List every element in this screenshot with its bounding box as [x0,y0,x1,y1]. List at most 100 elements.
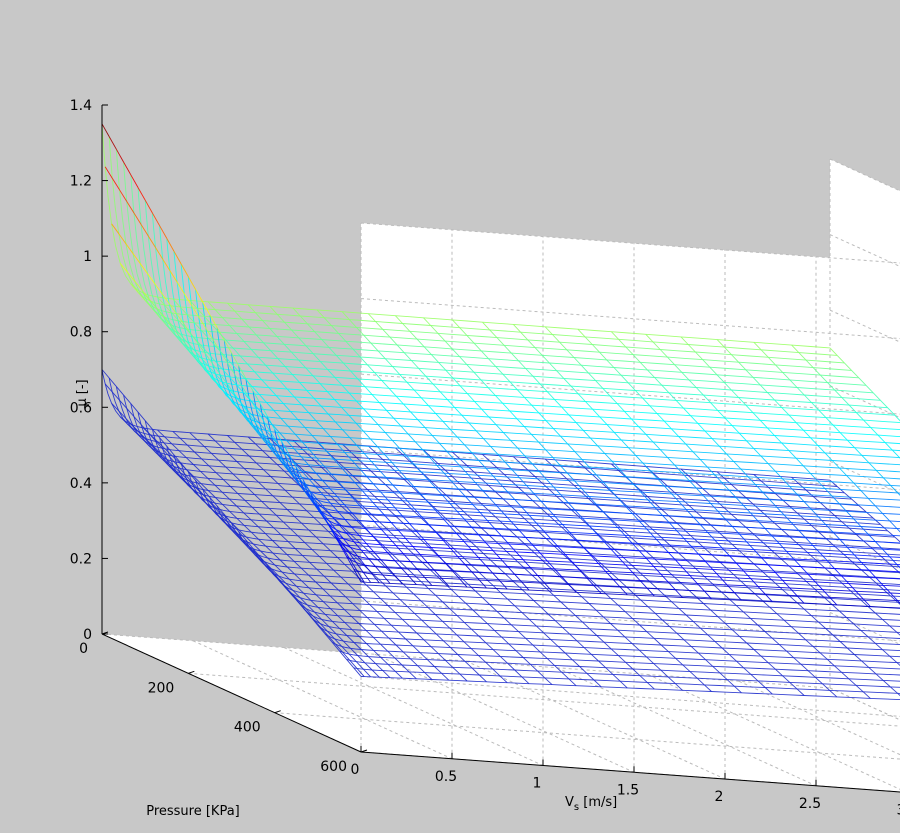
mesh-seg-upper [568,414,577,423]
mesh-seg-upper [154,283,163,294]
mesh-seg-upper [366,543,374,552]
mesh-seg-upper [846,546,855,556]
mesh-seg-upper [890,485,899,494]
mesh-seg-lower [219,516,228,526]
surface-lower-mesh [101,369,900,701]
mesh-seg-upper [314,331,323,340]
mesh-seg-lower [152,428,160,438]
mesh-seg-lower [508,643,517,652]
mesh-seg-upper [459,385,468,394]
mesh-seg-upper [767,463,776,472]
mesh-seg-lower [359,482,368,490]
back-wall-yz [830,159,900,720]
mesh-seg-lower [638,544,647,552]
mesh-seg-lower [626,586,634,594]
mesh-seg-upper [394,507,403,517]
mesh-seg-lower [294,548,303,556]
mesh-seg-upper [581,488,590,497]
mesh-seg-upper [468,422,477,432]
x-tick-label: 2 [715,789,724,805]
mesh-seg-upper [399,492,408,502]
mesh-seg-lower [422,562,431,570]
mesh-seg-lower [646,656,655,664]
mesh-seg-upper [337,510,346,520]
mesh-seg-lower [324,633,333,643]
mesh-seg-upper [502,432,511,441]
mesh-seg-upper [757,586,766,595]
mesh-seg-upper [429,457,438,466]
mesh-seg-lower [178,450,187,458]
mesh-seg-upper [802,465,811,474]
mesh-seg-upper [546,478,555,488]
mesh-seg-upper [776,506,785,516]
mesh-seg-lower [353,642,362,650]
mesh-seg-upper [745,404,754,414]
mesh-seg-upper [473,371,482,381]
mesh-seg-upper [705,561,714,570]
mesh-seg-lower [482,454,491,462]
mesh-seg-lower [376,611,385,619]
mesh-seg-upper [747,476,756,485]
x-tick-label: 3 [897,803,900,819]
mesh-seg-upper [539,552,548,562]
mesh-seg-upper [674,464,683,474]
mesh-seg-upper [585,401,593,410]
mesh-seg-lower [280,534,289,542]
mesh-seg-upper [569,531,578,541]
mesh-seg-lower [568,678,577,687]
mesh-seg-lower [819,652,828,660]
mesh-seg-upper [775,364,784,373]
mesh-seg-lower [339,650,347,660]
mesh-seg-upper [707,532,716,541]
mesh-seg-upper [456,510,465,520]
mesh-seg-upper [176,281,185,294]
mesh-seg-lower [400,541,409,550]
mesh-seg-lower [603,591,612,599]
mesh-seg-upper [520,331,529,341]
mesh-seg-lower [753,563,762,571]
mesh-seg-lower [442,538,451,546]
mesh-seg-upper [286,440,295,450]
mesh-seg-lower [526,593,535,601]
mesh-seg-upper [501,535,510,545]
mesh-seg-lower [363,463,372,472]
mesh-seg-lower [354,590,363,599]
y-tick-label: 200 [148,680,175,696]
mesh-seg-upper [832,531,841,541]
mesh-seg-upper [838,503,847,512]
mesh-seg-upper [400,425,409,435]
mesh-seg-lower [524,518,533,526]
mesh-seg-upper [170,325,179,335]
mesh-seg-upper [340,466,349,476]
mesh-seg-lower [818,621,826,629]
mesh-seg-lower [323,575,332,584]
mesh-seg-upper [546,391,555,400]
mesh-seg-upper [402,323,411,332]
mesh-seg-upper [123,161,132,176]
mesh-seg-upper [502,402,511,412]
mesh-seg-upper [482,321,491,331]
mesh-seg-upper [427,501,436,511]
mesh-seg-lower [726,679,735,687]
mesh-seg-lower [714,641,723,649]
mesh-seg-upper [362,490,371,500]
mesh-seg-upper [308,464,317,474]
mesh-seg-lower [771,637,780,645]
mesh-seg-lower [674,492,683,500]
mesh-seg-upper [435,532,444,541]
mesh-seg-upper [639,521,648,530]
mesh-seg-lower [767,516,775,524]
mesh-seg-upper [306,493,315,504]
mesh-seg-upper [716,374,725,383]
mesh-seg-upper [647,499,656,508]
mesh-seg-lower [783,619,792,628]
mesh-seg-lower [543,632,552,640]
mesh-seg-lower [279,547,288,555]
mesh-seg-lower [667,676,676,684]
mesh-seg-upper [764,593,773,603]
mesh-seg-upper [564,554,573,563]
mesh-seg-upper [814,581,823,590]
mesh-seg-upper [456,436,465,446]
mesh-seg-upper [208,338,217,348]
mesh-seg-upper [242,414,251,424]
